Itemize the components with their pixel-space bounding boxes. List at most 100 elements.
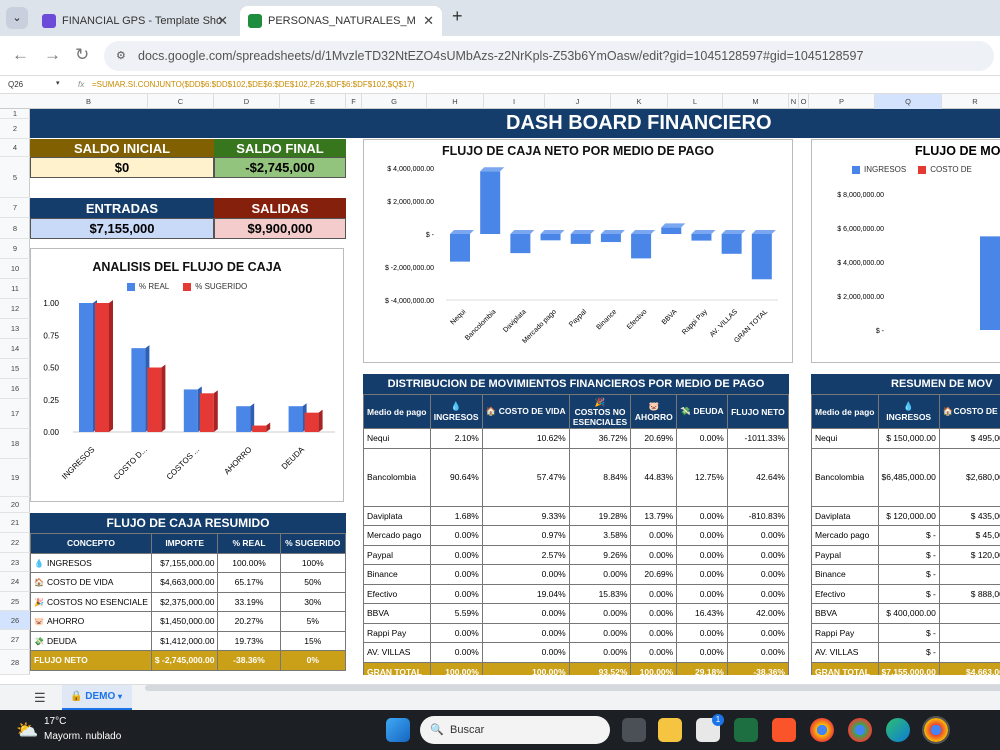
row-header[interactable]: 8 [0, 218, 30, 239]
table-cell[interactable]: Daviplata [363, 505, 431, 526]
table-cell[interactable]: 33.19% [217, 591, 281, 612]
column-header[interactable]: D [214, 94, 280, 109]
table-cell[interactable]: 19.28% [568, 505, 632, 526]
table-cell[interactable]: 0.00% [630, 622, 678, 643]
table-cell[interactable]: $ 435,000.00 [938, 505, 1000, 526]
table-cell[interactable]: 0.00% [481, 564, 570, 585]
table-cell[interactable]: 💧 INGRESOS [30, 552, 152, 573]
row-header[interactable]: 22 [0, 533, 30, 553]
table-cell[interactable]: -38.36% [726, 661, 790, 675]
windows-start-icon[interactable] [386, 718, 410, 742]
column-header[interactable]: B [30, 94, 148, 109]
table-cell[interactable]: 0.00% [726, 525, 790, 546]
forward-icon[interactable]: → [44, 45, 61, 64]
table-cell[interactable]: 0.00% [429, 642, 483, 663]
column-header[interactable]: R [942, 94, 1000, 109]
row-header[interactable]: 1 [0, 109, 30, 119]
formula-input[interactable]: =SUMAR.SI.CONJUNTO($DD$6:$DD$102,$DE$6:$… [92, 80, 415, 89]
table-cell[interactable]: $ 120,000.00 [938, 544, 1000, 565]
table-cell[interactable]: $ - [938, 564, 1000, 585]
table-cell[interactable]: 100.00% [481, 661, 570, 675]
table-cell[interactable]: 5% [279, 611, 347, 632]
flujo-neto-chart[interactable]: FLUJO DE CAJA NETO POR MEDIO DE PAGO $ 4… [363, 139, 793, 363]
row-header[interactable]: 20 [0, 497, 30, 513]
name-box-dropdown-icon[interactable]: ▾ [56, 80, 60, 87]
table-cell[interactable]: 36.72% [568, 428, 632, 449]
table-cell[interactable]: 90.64% [429, 447, 483, 507]
table-cell[interactable]: Efectivo [363, 583, 431, 604]
row-header[interactable]: 9 [0, 239, 30, 259]
table-cell[interactable]: 0.00% [630, 642, 678, 663]
table-cell[interactable]: 0.00% [481, 603, 570, 624]
tab-financial-gps[interactable]: FINANCIAL GPS - Template Sho ✕ [34, 6, 236, 36]
excel-icon[interactable] [734, 718, 758, 742]
column-header[interactable]: E [280, 94, 346, 109]
brave-icon[interactable] [772, 718, 796, 742]
sheet-tab-demo[interactable]: 🔒 DEMO ▾ [62, 685, 132, 710]
row-header[interactable]: 18 [0, 429, 30, 459]
tab-list-dropdown-icon[interactable]: ⌄ [6, 7, 28, 29]
table-cell[interactable]: $ - [877, 544, 940, 565]
table-cell[interactable]: $ 45,000.00 [938, 525, 1000, 546]
row-header[interactable]: 12 [0, 299, 30, 319]
table-cell[interactable]: 0.97% [481, 525, 570, 546]
table-cell[interactable]: $ - [938, 622, 1000, 643]
table-cell[interactable]: Mercado pago [363, 525, 431, 546]
table-cell[interactable]: Daviplata [811, 505, 879, 526]
table-cell[interactable]: 42.00% [726, 603, 790, 624]
flujo-movimientos-chart[interactable]: FLUJO DE MO INGRESOS COSTO DE $ 8,000,00… [811, 139, 1000, 363]
table-cell[interactable]: Binance [363, 564, 431, 585]
column-header[interactable]: I [484, 94, 545, 109]
table-cell[interactable]: 0.00% [676, 642, 728, 663]
table-cell[interactable]: Paypal [363, 544, 431, 565]
close-tab-icon[interactable]: ✕ [217, 13, 228, 28]
file-explorer-icon[interactable] [658, 718, 682, 742]
table-cell[interactable]: $ 400,000.00 [877, 603, 940, 624]
column-header[interactable]: F [346, 94, 362, 109]
table-cell[interactable]: 20.69% [630, 564, 678, 585]
table-cell[interactable]: $4,663,000.00 [150, 572, 219, 593]
table-cell[interactable]: $4,663,000.00 [938, 661, 1000, 675]
table-cell[interactable]: 0.00% [568, 642, 632, 663]
table-cell[interactable]: 2.10% [429, 428, 483, 449]
table-cell[interactable]: $7,155,000.00 [150, 552, 219, 573]
table-cell[interactable]: Nequi [811, 428, 879, 449]
table-cell[interactable]: 0.00% [676, 564, 728, 585]
row-header[interactable]: 17 [0, 399, 30, 429]
cell-reference[interactable]: Q26 [8, 80, 24, 89]
row-header[interactable]: 10 [0, 259, 30, 279]
table-cell[interactable]: 0.00% [429, 525, 483, 546]
table-cell[interactable]: 0.00% [726, 622, 790, 643]
store-icon[interactable]: 1 [696, 714, 724, 742]
table-cell[interactable]: 20.27% [217, 611, 281, 632]
table-cell[interactable]: 10.62% [481, 428, 570, 449]
table-cell[interactable]: $2,375,000.00 [150, 591, 219, 612]
table-cell[interactable]: 2.57% [481, 544, 570, 565]
table-cell[interactable]: Efectivo [811, 583, 879, 604]
all-sheets-menu-icon[interactable]: ☰ [34, 690, 46, 705]
table-cell[interactable]: 0.00% [630, 583, 678, 604]
table-cell[interactable]: 0.00% [568, 622, 632, 643]
table-cell[interactable]: 20.69% [630, 428, 678, 449]
column-header[interactable]: K [611, 94, 668, 109]
url-field[interactable]: ⚙ docs.google.com/spreadsheets/d/1MvzleT… [104, 41, 994, 71]
table-cell[interactable]: 100% [279, 552, 347, 573]
row-header[interactable]: 11 [0, 279, 30, 299]
table-cell[interactable]: 15.83% [568, 583, 632, 604]
table-cell[interactable]: -38.36% [217, 650, 281, 671]
table-cell[interactable]: FLUJO NETO [30, 650, 152, 671]
table-cell[interactable]: BBVA [363, 603, 431, 624]
table-cell[interactable]: 0.00% [429, 622, 483, 643]
row-header[interactable]: 15 [0, 359, 30, 379]
column-header[interactable]: N [789, 94, 799, 109]
table-cell[interactable]: 0.00% [676, 428, 728, 449]
table-cell[interactable]: 65.17% [217, 572, 281, 593]
column-header[interactable]: M [723, 94, 789, 109]
row-header[interactable]: 16 [0, 379, 30, 399]
edge-icon[interactable] [886, 718, 910, 742]
table-cell[interactable]: AV. VILLAS [363, 642, 431, 663]
table-cell[interactable]: $ - [877, 622, 940, 643]
task-view-icon[interactable] [622, 718, 646, 742]
table-cell[interactable]: 16.43% [676, 603, 728, 624]
table-cell[interactable]: GRAN TOTAL [811, 661, 879, 675]
